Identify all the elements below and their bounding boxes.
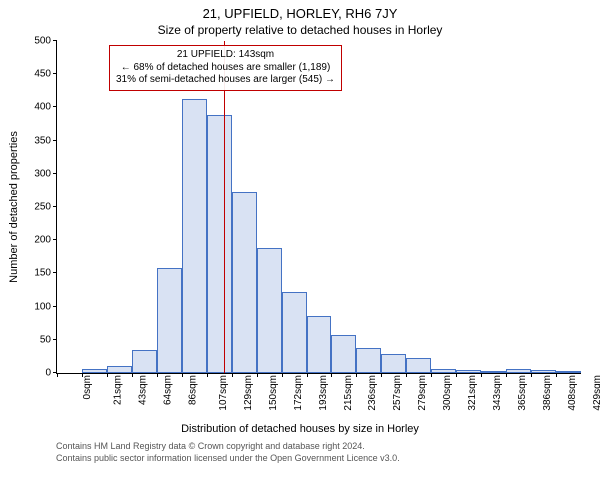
x-tick-mark [82, 373, 83, 377]
x-tick-label: 129sqm [243, 375, 254, 411]
x-tick-label: 215sqm [343, 375, 354, 411]
x-tick-mark [406, 373, 407, 377]
annotation-line: 31% of semi-detached houses are larger (… [116, 74, 335, 87]
x-tick-label: 236sqm [368, 375, 379, 411]
histogram-bar [381, 354, 406, 373]
x-tick-mark [506, 373, 507, 377]
x-tick-label: 193sqm [318, 375, 329, 411]
histogram-bar [481, 371, 506, 373]
histogram-bar [107, 366, 132, 373]
reference-line [224, 41, 225, 373]
histogram-bar [406, 358, 431, 373]
y-tick-mark [53, 272, 57, 273]
y-tick-label: 50 [40, 334, 51, 345]
x-tick-label: 150sqm [268, 375, 279, 411]
page-subtitle: Size of property relative to detached ho… [0, 23, 600, 37]
x-tick-mark [57, 373, 58, 377]
x-tick-mark [381, 373, 382, 377]
y-tick-label: 150 [34, 268, 51, 279]
x-tick-label: 86sqm [187, 375, 198, 405]
x-tick-label: 408sqm [567, 375, 578, 411]
x-tick-label: 0sqm [82, 375, 93, 399]
histogram-bar [531, 370, 556, 373]
x-tick-label: 107sqm [218, 375, 229, 411]
y-tick-mark [53, 40, 57, 41]
x-tick-label: 64sqm [162, 375, 173, 405]
x-tick-label: 429sqm [592, 375, 600, 411]
footnotes: Contains HM Land Registry data © Crown c… [56, 441, 600, 464]
x-tick-mark [157, 373, 158, 377]
x-tick-label: 21sqm [112, 375, 123, 405]
x-tick-mark [207, 373, 208, 377]
x-tick-label: 365sqm [517, 375, 528, 411]
histogram-bar [82, 369, 107, 373]
footnote-1: Contains HM Land Registry data © Crown c… [56, 441, 600, 453]
x-tick-mark [232, 373, 233, 377]
y-tick-label: 100 [34, 301, 51, 312]
annotation-line: 21 UPFIELD: 143sqm [116, 49, 335, 62]
y-tick-mark [53, 106, 57, 107]
plot-area: 0501001502002503003504004505000sqm21sqm4… [56, 41, 581, 374]
histogram-bar [182, 99, 207, 373]
histogram-bar [257, 248, 282, 373]
histogram-bar [232, 192, 257, 373]
y-tick-mark [53, 140, 57, 141]
histogram-bar [307, 316, 332, 373]
x-tick-mark [481, 373, 482, 377]
y-tick-label: 300 [34, 168, 51, 179]
histogram-bar [157, 268, 182, 373]
x-tick-label: 321sqm [467, 375, 478, 411]
x-tick-label: 172sqm [293, 375, 304, 411]
x-tick-mark [331, 373, 332, 377]
y-tick-label: 250 [34, 202, 51, 213]
x-tick-label: 257sqm [393, 375, 404, 411]
x-tick-mark [132, 373, 133, 377]
x-tick-mark [556, 373, 557, 377]
x-tick-label: 279sqm [417, 375, 428, 411]
x-tick-label: 343sqm [492, 375, 503, 411]
y-axis-label: Number of detached properties [8, 131, 20, 283]
x-tick-mark [456, 373, 457, 377]
x-axis-label: Distribution of detached houses by size … [0, 423, 600, 435]
x-tick-label: 43sqm [137, 375, 148, 405]
histogram-bar [356, 348, 381, 373]
x-tick-label: 386sqm [542, 375, 553, 411]
y-tick-mark [53, 306, 57, 307]
footnote-2: Contains public sector information licen… [56, 453, 600, 465]
annotation-line: ← 68% of detached houses are smaller (1,… [116, 62, 335, 75]
y-tick-mark [53, 73, 57, 74]
x-tick-mark [182, 373, 183, 377]
y-tick-mark [53, 339, 57, 340]
y-tick-label: 400 [34, 102, 51, 113]
histogram-bar [456, 370, 481, 373]
y-tick-label: 0 [45, 368, 51, 379]
x-tick-mark [431, 373, 432, 377]
histogram-bar [556, 371, 581, 373]
chart-container: Number of detached properties 0501001502… [0, 41, 600, 421]
y-tick-label: 350 [34, 135, 51, 146]
page-title: 21, UPFIELD, HORLEY, RH6 7JY [0, 6, 600, 21]
histogram-bar [431, 369, 456, 373]
x-tick-mark [307, 373, 308, 377]
y-tick-mark [53, 206, 57, 207]
annotation-box: 21 UPFIELD: 143sqm← 68% of detached hous… [109, 45, 342, 91]
histogram-bar [207, 115, 232, 373]
histogram-bar [331, 335, 356, 374]
x-tick-mark [531, 373, 532, 377]
x-tick-mark [356, 373, 357, 377]
y-tick-label: 450 [34, 69, 51, 80]
y-tick-mark [53, 239, 57, 240]
x-tick-mark [282, 373, 283, 377]
y-tick-label: 200 [34, 235, 51, 246]
y-tick-label: 500 [34, 36, 51, 47]
x-tick-label: 300sqm [442, 375, 453, 411]
x-tick-mark [257, 373, 258, 377]
y-tick-mark [53, 173, 57, 174]
x-tick-mark [107, 373, 108, 377]
histogram-bar [506, 369, 531, 373]
histogram-bar [132, 350, 157, 373]
histogram-bar [282, 292, 307, 373]
